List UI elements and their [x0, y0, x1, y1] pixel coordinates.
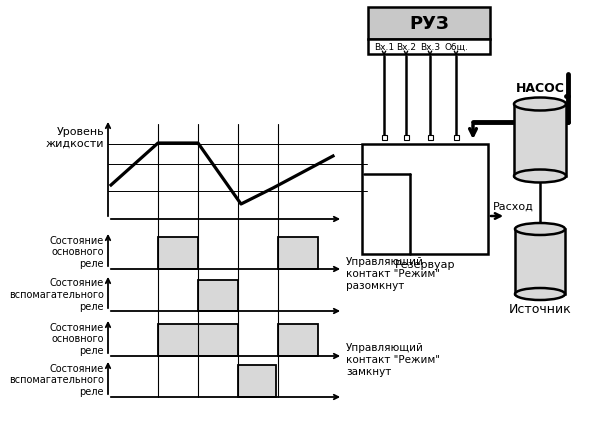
Bar [362, 145, 488, 254]
Text: Управляющий
контакт "Режим"
разомкнут: Управляющий контакт "Режим" разомкнут [346, 257, 440, 290]
Text: НАСОС: НАСОС [515, 82, 565, 95]
Bar [428, 136, 433, 141]
Text: Вх.1: Вх.1 [374, 43, 394, 52]
Text: РУЗ: РУЗ [409, 15, 449, 33]
Ellipse shape [515, 288, 565, 300]
Text: Вх.2: Вх.2 [396, 43, 416, 52]
Bar [382, 136, 386, 141]
Bar [368, 8, 490, 40]
Text: Расход: Расход [493, 201, 534, 211]
Text: Резервуар: Резервуар [395, 260, 455, 270]
Text: Состояние
вспомагательного
реле: Состояние вспомагательного реле [9, 363, 104, 396]
Bar [278, 237, 318, 270]
Bar [454, 136, 458, 141]
Bar [158, 324, 238, 356]
Ellipse shape [514, 170, 566, 183]
Text: Общ.: Общ. [444, 43, 468, 52]
Ellipse shape [514, 98, 566, 111]
Bar [364, 187, 408, 253]
Text: Состояние
основного
реле: Состояние основного реле [50, 235, 104, 269]
Text: Источник: Источник [509, 302, 571, 315]
Bar [404, 136, 409, 141]
Bar [278, 324, 318, 356]
Text: Уровень
жидкости: Уровень жидкости [46, 127, 104, 148]
Text: Вх.3: Вх.3 [420, 43, 440, 52]
Text: Состояние
основного
реле: Состояние основного реле [50, 322, 104, 355]
Bar [514, 105, 566, 177]
Bar [412, 181, 486, 253]
Bar [368, 40, 490, 55]
Bar [198, 280, 238, 311]
Text: Состояние
вспомагательного
реле: Состояние вспомагательного реле [9, 278, 104, 311]
Bar [158, 237, 198, 270]
Bar [238, 365, 276, 397]
Ellipse shape [515, 224, 565, 236]
Bar [515, 230, 565, 294]
Text: Управляющий
контакт "Режим"
замкнут: Управляющий контакт "Режим" замкнут [346, 342, 440, 376]
